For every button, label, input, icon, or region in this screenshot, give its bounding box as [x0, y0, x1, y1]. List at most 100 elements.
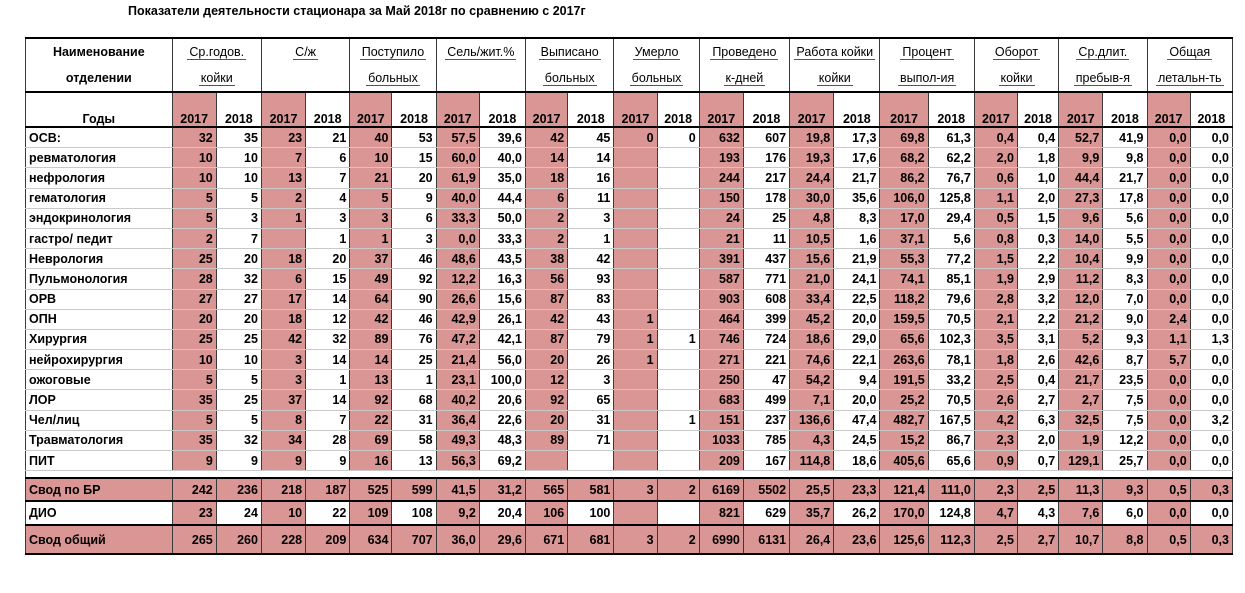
column-group-subtitle: пребыв-я: [1073, 71, 1132, 86]
value-2018-cell: 27: [215, 288, 262, 310]
value-2017-cell: 2,5: [973, 524, 1019, 556]
value-2017-cell: 1,1: [1146, 328, 1191, 351]
year-2017-header: 2017: [171, 91, 217, 128]
value-2017-cell: 170,0: [879, 500, 929, 527]
value-2018-cell: 68: [391, 389, 437, 411]
value-2017-cell: 24,4: [789, 167, 835, 189]
value-2017-cell: 5: [171, 207, 217, 229]
year-2018-header: 2018: [833, 91, 881, 128]
value-2018-cell: 42: [567, 248, 615, 270]
value-2018-cell: 9: [391, 187, 437, 209]
value-2017-cell: 25: [171, 328, 217, 351]
value-2018-cell: [656, 429, 700, 452]
value-2018-cell: 3: [215, 207, 262, 229]
value-2017-cell: 35: [171, 389, 217, 411]
value-2018-cell: 4,3: [1016, 500, 1060, 527]
value-2018-cell: 23,6: [833, 524, 881, 556]
value-2018-cell: 15,6: [478, 288, 527, 310]
value-2017-cell: 38: [524, 248, 569, 270]
column-group-header-2: Поступило: [349, 37, 437, 65]
value-2017-cell: 0,8: [973, 227, 1019, 250]
value-2018-cell: 1,3: [1189, 328, 1234, 351]
value-2017-cell: 7: [260, 147, 307, 169]
value-2017-cell: 18: [260, 308, 307, 330]
value-2018-cell: 0,0: [1189, 248, 1234, 270]
value-2017-cell: 1,5: [973, 248, 1019, 270]
value-2018-cell: 0: [656, 126, 700, 149]
value-2017-cell: 746: [698, 328, 744, 351]
value-2018-cell: 3: [391, 227, 437, 250]
value-2018-cell: 32: [215, 429, 262, 452]
value-2017-cell: 0,0: [1146, 147, 1191, 169]
value-2017-cell: 632: [698, 126, 744, 149]
value-2017-cell: 61,9: [435, 167, 480, 189]
value-2017-cell: 26,4: [789, 524, 835, 556]
value-2017-cell: 242: [171, 477, 217, 503]
value-2017-cell: 27: [171, 288, 217, 310]
value-2018-cell: 10: [215, 349, 262, 371]
year-2017-header: 2017: [1146, 91, 1191, 128]
value-2017-cell: 0: [613, 126, 658, 149]
value-2017-cell: 23: [260, 126, 307, 149]
year-2018-header: 2018: [478, 91, 527, 128]
department-name: Свод по БР: [25, 477, 173, 503]
value-2017-cell: 228: [260, 524, 307, 556]
value-2017-cell: 129,1: [1058, 449, 1104, 472]
column-group-subtitle: больных: [542, 71, 597, 86]
value-2018-cell: 0,0: [1189, 389, 1234, 411]
value-2018-cell: 3,2: [1016, 288, 1060, 310]
column-group-header-0: Ср.годов.: [171, 37, 262, 65]
department-name: ревматология: [25, 147, 173, 169]
department-name: Неврология: [25, 248, 173, 270]
value-2017-cell: 109: [349, 500, 393, 527]
value-2018-cell: 607: [742, 126, 791, 149]
value-2017-cell: 69,8: [879, 126, 929, 149]
value-2017-cell: 2: [524, 207, 569, 229]
table-row: Свод общий 265 260 228 209 634 707 36,0 29,6 671 6…: [25, 524, 1234, 556]
value-2017-cell: 1,1: [973, 187, 1019, 209]
value-2018-cell: 8,8: [1102, 524, 1148, 556]
value-2018-cell: 581: [567, 477, 615, 503]
department-name: ОПН: [25, 308, 173, 330]
value-2018-cell: 724: [742, 328, 791, 351]
value-2017-cell: 42: [524, 126, 569, 149]
value-2017-cell: 56,3: [435, 449, 480, 472]
value-2018-cell: 111,0: [927, 477, 975, 503]
value-2018-cell: 2,0: [1016, 429, 1060, 452]
department-name: нейрохирургия: [25, 349, 173, 371]
value-2018-cell: 44,4: [478, 187, 527, 209]
value-2017-cell: 25,2: [879, 389, 929, 411]
value-2017-cell: 0,5: [973, 207, 1019, 229]
department-name: нефрология: [25, 167, 173, 189]
column-group-subheader-7: койки: [789, 65, 881, 92]
column-group-subtitle: летальн-ть: [1156, 71, 1224, 86]
value-2017-cell: [613, 187, 658, 209]
value-2017-cell: 11,2: [1058, 268, 1104, 290]
value-2018-cell: 31: [567, 409, 615, 431]
value-2017-cell: 391: [698, 248, 744, 270]
value-2017-cell: 10: [171, 167, 217, 189]
year-2017-header: 2017: [613, 91, 658, 128]
value-2018-cell: 2,5: [1016, 477, 1060, 503]
value-2018-cell: 2,9: [1016, 268, 1060, 290]
value-2017-cell: 671: [524, 524, 569, 556]
value-2017-cell: 87: [524, 288, 569, 310]
value-2018-cell: 71: [567, 429, 615, 452]
column-group-subheader-11: летальн-ть: [1146, 65, 1234, 92]
value-2018-cell: 24,5: [833, 429, 881, 452]
value-2017-cell: 2: [171, 227, 217, 250]
value-2018-cell: 14: [567, 147, 615, 169]
department-name: гематология: [25, 187, 173, 209]
value-2017-cell: 20: [171, 308, 217, 330]
value-2017-cell: 21,7: [1058, 369, 1104, 391]
value-2018-cell: 47: [742, 369, 791, 391]
value-2017-cell: [613, 369, 658, 391]
value-2018-cell: 1: [567, 227, 615, 250]
column-group-subtitle: больных: [629, 71, 684, 86]
value-2017-cell: 10: [171, 147, 217, 169]
value-2017-cell: 12,2: [435, 268, 480, 290]
value-2017-cell: 42,9: [435, 308, 480, 330]
value-2018-cell: 0,4: [1016, 369, 1060, 391]
value-2018-cell: 0,0: [1189, 126, 1234, 149]
column-group-header-9: Оборот: [973, 37, 1060, 65]
